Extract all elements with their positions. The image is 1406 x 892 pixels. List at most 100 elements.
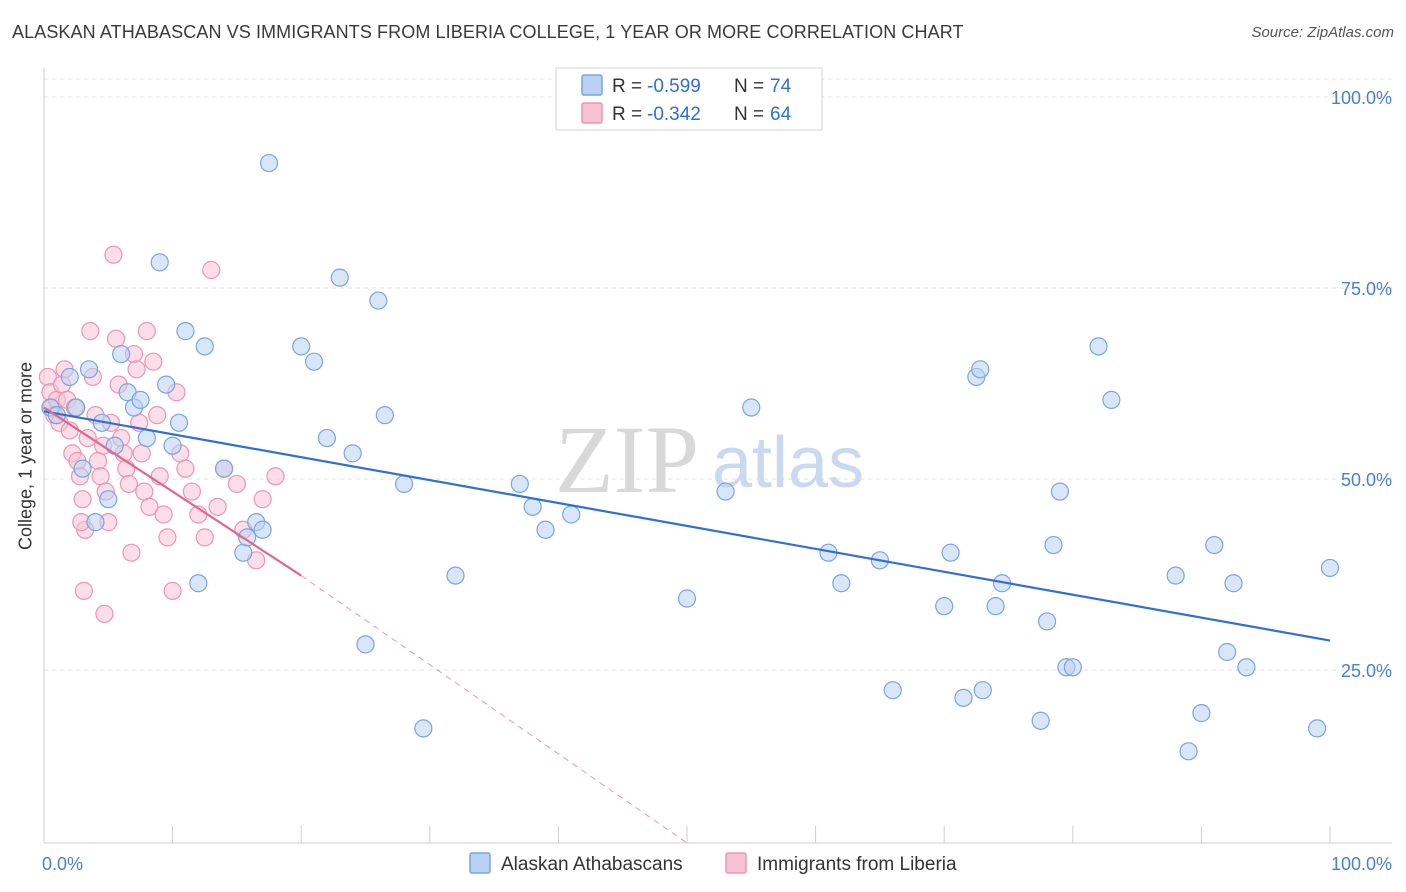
legend-swatch-pink — [581, 102, 603, 124]
liberia-point — [176, 459, 195, 478]
athabascan-point — [253, 520, 272, 539]
athabascan-point — [1089, 337, 1108, 356]
series-legend: Alaskan Athabascans Immigrants from Libe… — [469, 852, 957, 875]
athabascan-point — [157, 375, 176, 394]
liberia-trend-extension — [300, 575, 688, 844]
athabascan-point — [234, 543, 253, 562]
y-tick-label: 100.0% — [1331, 88, 1392, 108]
athabascan-point — [131, 390, 150, 409]
legend-n-value-pink: 64 — [770, 104, 792, 125]
athabascan-point — [73, 459, 92, 478]
athabascan-point — [304, 352, 324, 371]
chart-title: ALASKAN ATHABASCAN VS IMMIGRANTS FROM LI… — [12, 22, 964, 42]
liberia-point — [81, 322, 100, 341]
liberia-point — [158, 528, 177, 547]
series-label-liberia: Immigrants from Liberia — [757, 854, 957, 875]
liberia-point — [119, 474, 138, 494]
athabascan-point — [1179, 742, 1198, 761]
legend-n-label-pink: N = — [734, 104, 764, 125]
legend-r-label-blue: R = — [612, 76, 642, 97]
athabascan-point — [60, 367, 79, 387]
y-tick-labels: 100.0% 75.0% 50.0% 25.0% — [1331, 88, 1392, 681]
athabascan-point — [1320, 558, 1340, 578]
liberia-point — [144, 352, 163, 371]
x-tick-label: 100.0% — [1331, 854, 1392, 874]
legend-r-value-blue: -0.599 — [647, 76, 701, 97]
athabascan-point — [973, 681, 992, 700]
liberia-point — [253, 490, 272, 509]
athabascan-point — [369, 291, 388, 310]
athabascan-point — [292, 337, 311, 356]
athabascan-point — [414, 719, 433, 738]
liberia-points — [38, 245, 285, 623]
liberia-point — [104, 245, 123, 264]
watermark-atlas: atlas — [712, 423, 864, 503]
athabascan-point — [137, 428, 156, 448]
legend-r-value-pink: -0.342 — [647, 104, 701, 125]
athabascan-point — [935, 597, 954, 616]
athabascan-point — [176, 322, 195, 341]
liberia-point — [127, 360, 146, 379]
athabascan-point — [189, 574, 208, 593]
liberia-point — [208, 497, 227, 516]
athabascan-point — [1308, 719, 1327, 738]
legend-r-label-pink: R = — [612, 104, 642, 125]
liberia-point — [106, 329, 126, 348]
athabascan-point — [1192, 704, 1211, 723]
athabascan-point — [356, 635, 375, 654]
athabascan-point — [67, 398, 86, 417]
athabascan-point — [677, 589, 697, 608]
athabascan-point — [510, 474, 529, 494]
athabascan-point — [562, 505, 581, 524]
athabascan-point — [375, 406, 394, 425]
correlation-legend: R = -0.599 N = 74 R = -0.342 N = 64 — [555, 67, 823, 131]
liberia-point — [227, 474, 246, 494]
athabascan-point — [394, 474, 414, 494]
liberia-point — [88, 451, 108, 471]
liberia-point — [202, 260, 221, 280]
source-label: Source: ZipAtlas.com — [1251, 24, 1394, 41]
y-tick-label: 75.0% — [1341, 279, 1392, 299]
athabascan-point — [105, 436, 124, 455]
athabascan-point — [343, 444, 362, 463]
athabascan-point — [1102, 390, 1121, 409]
athabascan-point — [986, 597, 1005, 616]
legend-swatch-blue — [581, 74, 603, 96]
athabascan-point — [214, 459, 234, 478]
liberia-point — [195, 528, 214, 547]
athabascan-point — [446, 566, 465, 585]
athabascan-point — [317, 428, 337, 448]
watermark: ZIP atlas — [555, 406, 864, 513]
liberia-point — [73, 490, 92, 509]
athabascan-point — [1166, 566, 1185, 585]
athabascan-point — [941, 543, 960, 562]
liberia-point — [148, 406, 167, 425]
athabascan-point — [1237, 658, 1256, 677]
athabascan-point — [99, 490, 118, 509]
athabascan-point — [1044, 535, 1063, 555]
athabascan-trend-line — [43, 410, 1331, 642]
liberia-point — [135, 482, 154, 501]
liberia-point — [132, 444, 151, 463]
athabascan-point — [1063, 658, 1082, 677]
watermark-zip: ZIP — [555, 406, 699, 513]
athabascan-point — [1037, 612, 1057, 631]
y-tick-label: 25.0% — [1341, 661, 1392, 681]
liberia-point — [163, 581, 182, 600]
athabascan-point — [259, 153, 279, 173]
athabascan-point — [832, 574, 851, 593]
axes — [43, 68, 1392, 844]
liberia-trend-line — [43, 406, 302, 577]
athabascan-point — [883, 681, 902, 700]
athabascan-point — [79, 360, 99, 379]
athabascan-point — [1031, 711, 1050, 730]
athabascan-point — [1050, 482, 1070, 501]
grid-lines — [44, 78, 1392, 671]
series-swatch-liberia — [725, 852, 747, 874]
athabascan-point — [150, 253, 169, 272]
athabascan-point — [1224, 574, 1243, 593]
athabascan-point — [163, 436, 182, 455]
liberia-point — [266, 467, 285, 486]
athabascan-points — [41, 153, 1340, 761]
